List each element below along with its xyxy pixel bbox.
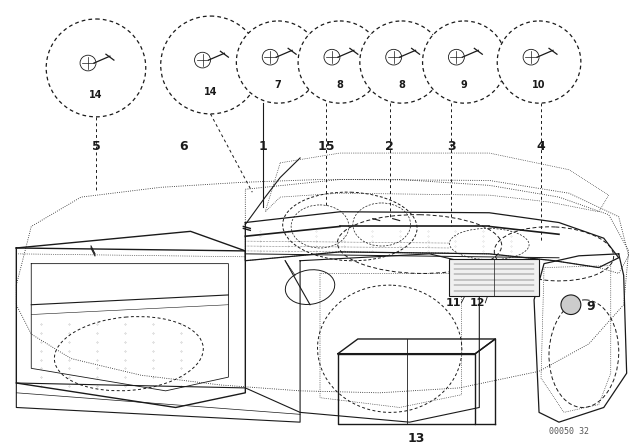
Text: 10: 10 (532, 80, 546, 90)
Circle shape (497, 21, 581, 103)
Text: 13: 13 (408, 432, 425, 445)
Text: 5: 5 (92, 140, 100, 153)
Text: 8: 8 (398, 80, 405, 90)
Text: 9: 9 (586, 300, 595, 313)
Circle shape (561, 295, 581, 314)
Text: 4: 4 (537, 140, 545, 153)
Text: 8: 8 (337, 80, 343, 90)
Text: 7: 7 (275, 80, 282, 90)
Circle shape (360, 21, 444, 103)
FancyBboxPatch shape (449, 259, 539, 296)
Text: 2: 2 (385, 140, 394, 153)
Circle shape (298, 21, 381, 103)
Text: 3: 3 (447, 140, 456, 153)
Circle shape (46, 19, 146, 117)
Circle shape (161, 16, 260, 114)
Text: 14: 14 (204, 87, 217, 97)
Text: 12: 12 (470, 298, 485, 308)
Circle shape (422, 21, 506, 103)
Text: 1: 1 (259, 140, 268, 153)
Text: 6: 6 (179, 140, 188, 153)
Text: 00050 32: 00050 32 (549, 427, 589, 436)
Text: 14: 14 (89, 90, 103, 100)
Circle shape (236, 21, 320, 103)
Text: 9: 9 (461, 80, 468, 90)
Text: 15: 15 (317, 140, 335, 153)
Text: 11: 11 (445, 298, 461, 308)
